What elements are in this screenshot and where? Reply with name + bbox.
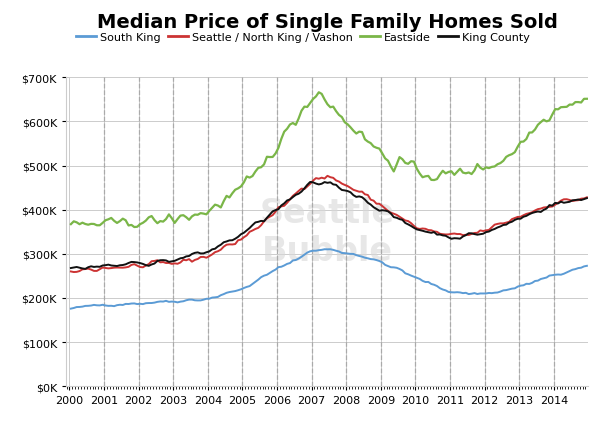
Text: Seattle
Bubble: Seattle Bubble — [259, 197, 395, 268]
Legend: South King, Seattle / North King / Vashon, Eastside, King County: South King, Seattle / North King / Vasho… — [71, 28, 535, 47]
Title: Median Price of Single Family Homes Sold: Median Price of Single Family Homes Sold — [97, 13, 557, 32]
